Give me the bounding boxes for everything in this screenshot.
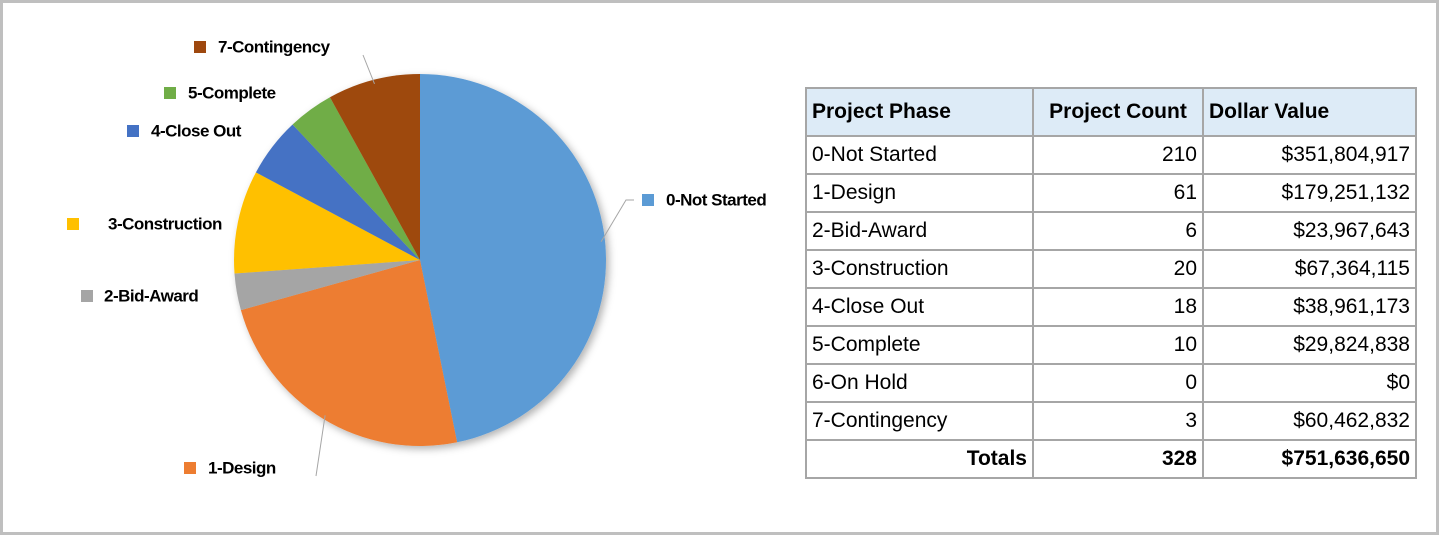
- table-cell: $351,804,917: [1202, 135, 1417, 175]
- header-row: Project Phase Project Count Dollar Value: [805, 87, 1417, 137]
- table-cell: 6: [1032, 211, 1204, 251]
- pie-slice: [255, 124, 420, 260]
- pie-slice: [329, 74, 420, 260]
- table-cell: 5-Complete: [805, 325, 1034, 365]
- table-cell: 20: [1032, 249, 1204, 289]
- table-cell: $23,967,643: [1202, 211, 1417, 251]
- pie-slice: [240, 260, 458, 447]
- slice-label: 0-Not Started: [666, 190, 766, 209]
- pie-slice: [234, 260, 420, 311]
- pie-chart: 0-Not Started 1-Design 2-Bid-Award 3-Constr…: [67, 37, 767, 477]
- slice-label: 2-Bid-Award: [104, 286, 198, 305]
- legend-marker: [67, 218, 79, 230]
- slices: [233, 74, 606, 447]
- table-cell: 0: [1032, 363, 1204, 403]
- table-cell: 7-Contingency: [805, 401, 1034, 441]
- legend-marker: [127, 125, 139, 137]
- slice-label: 3-Construction: [108, 214, 222, 233]
- table-cell: $179,251,132: [1202, 173, 1417, 213]
- leader-line: [600, 199, 634, 243]
- table-cell: 328: [1032, 439, 1204, 479]
- pie-slice: [292, 97, 420, 260]
- header-cell: Dollar Value: [1202, 87, 1417, 137]
- slice-label: 5-Complete: [188, 83, 276, 102]
- legend-marker: [81, 290, 93, 302]
- table-row: Totals 328 $751,636,650: [805, 439, 1417, 479]
- table-cell: $29,824,838: [1202, 325, 1417, 365]
- table-row: 3-Construction 20 $67,364,115: [805, 249, 1417, 289]
- table-row: 5-Complete 10 $29,824,838: [805, 325, 1417, 365]
- table-cell: $67,364,115: [1202, 249, 1417, 289]
- table-cell: Totals: [805, 439, 1034, 479]
- slice-label: 1-Design: [208, 458, 276, 477]
- table-cell: $60,462,832: [1202, 401, 1417, 441]
- table-cell: 18: [1032, 287, 1204, 327]
- table-cell: 3-Construction: [805, 249, 1034, 289]
- pie-slice: [420, 74, 606, 443]
- leader-line: [315, 415, 326, 477]
- legend-marker: [164, 87, 176, 99]
- table-cell: 0-Not Started: [805, 135, 1034, 175]
- slice-label: 7-Contingency: [218, 37, 331, 56]
- table-cell: $38,961,173: [1202, 287, 1417, 327]
- table-cell: 10: [1032, 325, 1204, 365]
- table-cell: 3: [1032, 401, 1204, 441]
- header-cell: Project Phase: [805, 87, 1034, 137]
- table-cell: 6-On Hold: [805, 363, 1034, 403]
- legend-marker: [642, 194, 654, 206]
- leader-line: [362, 54, 375, 84]
- header-cell: Project Count: [1032, 87, 1204, 137]
- summary-table: Project Phase Project Count Dollar Value…: [805, 87, 1417, 479]
- table-cell: $0: [1202, 363, 1417, 403]
- table-cell: 1-Design: [805, 173, 1034, 213]
- table-cell: 2-Bid-Award: [805, 211, 1034, 251]
- legend-marker: [194, 41, 206, 53]
- table-row: 7-Contingency 3 $60,462,832: [805, 401, 1417, 441]
- table-row: 1-Design 61 $179,251,132: [805, 173, 1417, 213]
- pie-slice: [233, 172, 420, 274]
- table-row: 2-Bid-Award 6 $23,967,643: [805, 211, 1417, 251]
- slice-label: 4-Close Out: [151, 121, 242, 140]
- table-cell: $751,636,650: [1202, 439, 1417, 479]
- table-cell: 210: [1032, 135, 1204, 175]
- table-cell: 61: [1032, 173, 1204, 213]
- table-row: 4-Close Out 18 $38,961,173: [805, 287, 1417, 327]
- table-row: 6-On Hold 0 $0: [805, 363, 1417, 403]
- table-cell: 4-Close Out: [805, 287, 1034, 327]
- table-row: 0-Not Started 210 $351,804,917: [805, 135, 1417, 175]
- legend-marker: [184, 462, 196, 474]
